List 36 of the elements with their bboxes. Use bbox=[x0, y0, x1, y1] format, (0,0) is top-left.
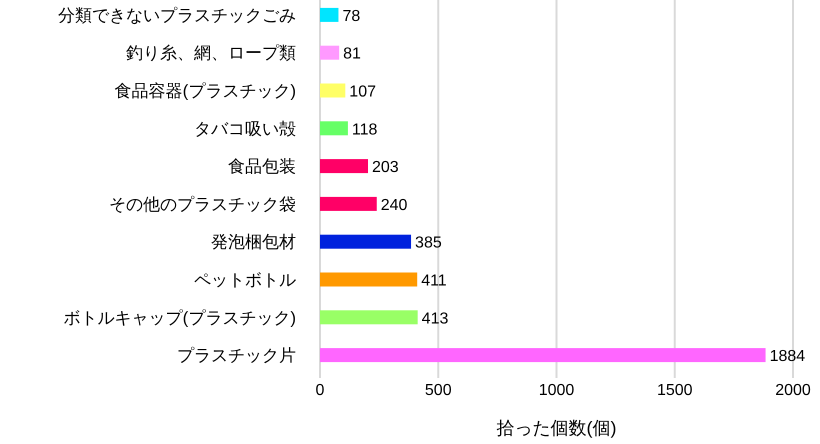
bar bbox=[320, 234, 412, 249]
bar bbox=[320, 159, 368, 174]
y-tick-label: ペットボトル bbox=[194, 270, 296, 290]
x-tick-label: 1000 bbox=[538, 382, 574, 399]
data-label: 413 bbox=[422, 310, 448, 328]
bar bbox=[320, 310, 418, 324]
y-tick-label: ボトルキャップ(プラスチック) bbox=[64, 308, 296, 328]
y-tick-label: 分類できないプラスチックごみ bbox=[58, 6, 296, 25]
x-tick-label: 1500 bbox=[656, 382, 693, 399]
data-label: 107 bbox=[349, 84, 376, 100]
data-label: 203 bbox=[372, 159, 399, 176]
data-label: 240 bbox=[380, 196, 408, 214]
data-label: 411 bbox=[421, 272, 447, 290]
x-tick-label: 500 bbox=[424, 382, 452, 399]
data-label: 1884 bbox=[770, 348, 806, 366]
x-tick-label: 0 bbox=[316, 382, 325, 399]
y-tick-label: 食品包装 bbox=[228, 157, 296, 176]
y-tick-label: 発泡梱包材 bbox=[211, 232, 296, 252]
y-tick-label: プラスチック片 bbox=[177, 346, 296, 366]
data-label: 385 bbox=[415, 234, 442, 252]
y-tick-label: その他のプラスチック袋 bbox=[109, 194, 296, 214]
bar bbox=[320, 196, 377, 211]
x-tick-label: 2000 bbox=[775, 382, 811, 399]
y-tick-label: 釣り糸、網、ロープ類 bbox=[126, 44, 296, 63]
bar bbox=[320, 84, 346, 98]
bar bbox=[320, 272, 418, 286]
data-label: 118 bbox=[352, 121, 378, 138]
bar bbox=[320, 46, 340, 60]
x-axis-title: 拾った個数(個) bbox=[496, 418, 616, 438]
bar bbox=[320, 121, 348, 136]
bar bbox=[320, 8, 338, 22]
y-tick-label: タバコ吸い殻 bbox=[194, 119, 296, 138]
y-tick-label: 食品容器(プラスチック) bbox=[114, 82, 296, 100]
bar bbox=[320, 348, 766, 362]
data-label: 78 bbox=[342, 8, 360, 25]
data-label: 81 bbox=[343, 46, 362, 63]
